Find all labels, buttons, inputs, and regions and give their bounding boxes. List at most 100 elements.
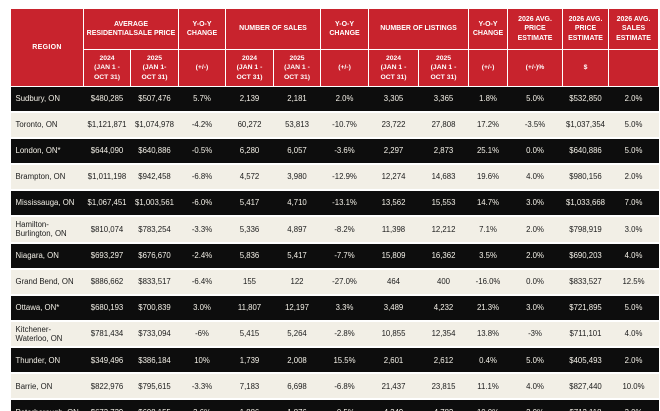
data-cell: 5.0% [507, 347, 563, 375]
data-cell: 1,739 [225, 347, 274, 375]
data-cell: 6,057 [273, 138, 321, 165]
data-cell: 3.0% [608, 216, 659, 244]
data-cell: 3.0% [608, 399, 659, 411]
data-cell: $532,850 [562, 86, 609, 113]
data-cell: 2,612 [418, 347, 469, 375]
regional-data-table: REGION AVERAGE RESIDENTIALSALE PRICE Y-O-Y… [10, 8, 660, 411]
data-cell: -2.8% [320, 320, 369, 349]
table-row: Brampton, ON $1,011,198 $942,458 -6.8% 4,572… [10, 164, 659, 191]
data-cell: 17.2% [468, 112, 508, 139]
data-cell: 53,813 [273, 112, 321, 139]
data-cell: -2.4% [178, 242, 226, 270]
data-cell: $349,496 [83, 347, 131, 375]
col-sub-header: 2025 (Jan 1 - Oct 31) [272, 49, 322, 87]
data-cell: $640,886 [130, 138, 179, 165]
data-cell: 3,980 [273, 164, 321, 191]
col-group-header: Y-O-Y CHANGE [468, 8, 509, 50]
data-cell: 3.5% [468, 242, 508, 270]
data-cell: $810,074 [83, 216, 131, 244]
data-cell: $1,033,668 [562, 190, 609, 217]
data-cell: $1,067,451 [83, 190, 131, 217]
data-cell: $680,193 [83, 294, 131, 322]
data-cell: $1,003,561 [130, 190, 179, 217]
data-cell: $693,297 [83, 242, 131, 270]
data-cell: 0.4% [468, 347, 508, 375]
col-sub-header: 2024 (Jan 1 - Oct 31) [225, 49, 274, 87]
data-cell: -27.0% [320, 268, 369, 296]
data-cell: 21.3% [468, 294, 508, 322]
data-cell: -16.0% [468, 268, 508, 296]
data-cell: $405,493 [562, 347, 609, 375]
data-cell: 14.7% [468, 190, 508, 217]
data-cell: 4,232 [418, 294, 469, 322]
data-cell: 464 [368, 268, 419, 296]
data-cell: 7.1% [468, 216, 508, 244]
data-cell: 4,710 [273, 190, 321, 217]
data-cell: $1,074,978 [130, 112, 179, 139]
data-cell: $507,476 [130, 86, 179, 113]
data-cell: $798,919 [562, 216, 609, 244]
data-cell: $833,527 [562, 268, 609, 296]
data-cell: -3.6% [320, 138, 369, 165]
data-cell: 0.0% [507, 268, 563, 296]
data-cell: 11,807 [225, 294, 274, 322]
region-cell: Mississauga, ON [10, 190, 84, 217]
data-cell: 122 [273, 268, 321, 296]
data-cell: -0.5% [320, 399, 369, 411]
data-cell: 3.6% [178, 399, 226, 411]
data-cell: 2.0% [507, 216, 563, 244]
data-cell: 2.0% [507, 399, 563, 411]
data-cell: $781,434 [83, 320, 131, 349]
data-cell: 5.7% [178, 86, 226, 113]
col-group-header: 2026 AVG. SALES ESTIMATE [608, 8, 660, 50]
data-cell: -3.3% [178, 373, 226, 401]
data-cell: $942,458 [130, 164, 179, 191]
data-cell: 11,398 [368, 216, 419, 244]
data-cell: -6.8% [320, 373, 369, 401]
col-sub-header: 2024 (Jan 1 - Oct 31) [83, 49, 131, 87]
col-group-header: AVERAGE RESIDENTIALSALE PRICE [83, 8, 179, 50]
data-cell: -6% [178, 320, 226, 349]
data-cell: $673,739 [83, 399, 131, 411]
data-cell: -0.5% [178, 138, 226, 165]
data-cell: 16,362 [418, 242, 469, 270]
data-cell: 4,572 [225, 164, 274, 191]
data-cell: 2,601 [368, 347, 419, 375]
data-cell: 2,297 [368, 138, 419, 165]
data-cell: 21,437 [368, 373, 419, 401]
region-cell: Hamilton-Burlington, ON [10, 216, 84, 244]
data-cell: 25.1% [468, 138, 508, 165]
data-cell: 12,197 [273, 294, 321, 322]
data-cell: $640,886 [562, 138, 609, 165]
data-cell: 23,815 [418, 373, 469, 401]
table-row: Niagara, ON $693,297 $676,670 -2.4% 5,836 5,4… [10, 242, 659, 270]
data-cell: $783,254 [130, 216, 179, 244]
data-cell: 1,886 [225, 399, 274, 411]
data-cell: 2.0% [320, 86, 369, 113]
region-cell: Niagara, ON [10, 242, 84, 270]
data-cell: 2.0% [608, 347, 659, 375]
data-cell: -4.2% [178, 112, 226, 139]
data-cell: 10.0% [468, 399, 508, 411]
data-cell: -6.4% [178, 268, 226, 296]
data-cell: 5,836 [225, 242, 274, 270]
data-cell: 6,698 [273, 373, 321, 401]
col-group-header: NUMBER OF LISTINGS [368, 8, 470, 50]
data-cell: 0.0% [507, 138, 563, 165]
data-cell: 19.6% [468, 164, 508, 191]
data-cell: $833,517 [130, 268, 179, 296]
col-sub-header: 2025 (Jan 1- Oct 31) [130, 49, 179, 87]
table-row: Ottawa, ON* $680,193 $700,839 3.0% 11,807 12,… [10, 294, 659, 322]
region-cell: Toronto, ON [10, 112, 84, 139]
data-cell: 3.0% [507, 190, 563, 217]
data-cell: 60,272 [225, 112, 274, 139]
data-cell: 4.0% [608, 242, 659, 270]
data-cell: 13,562 [368, 190, 419, 217]
data-cell: -3% [507, 320, 563, 349]
region-cell: Grand Bend, ON [10, 268, 84, 296]
data-cell: -12.9% [320, 164, 369, 191]
data-cell: -7.7% [320, 242, 369, 270]
data-cell: $386,184 [130, 347, 179, 375]
data-cell: 5.0% [507, 86, 563, 113]
col-sub-header: $ [562, 49, 610, 87]
